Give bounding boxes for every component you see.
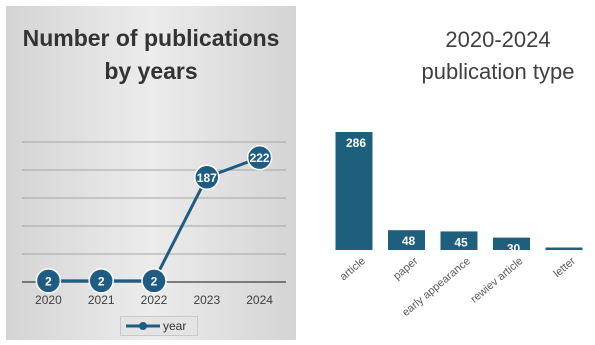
line-chart-x-tick-label: 2023 <box>193 293 220 307</box>
line-chart-point <box>88 268 114 294</box>
bar-chart-data-label: 48 <box>402 234 416 248</box>
line-chart-data-label: 187 <box>197 171 217 185</box>
bar-chart-bar <box>545 247 583 250</box>
line-chart-x-tick-label: 2021 <box>88 293 115 307</box>
bar-chart-data-label: 45 <box>454 235 468 249</box>
bar-chart-data-label: 30 <box>507 242 521 256</box>
line-chart-data-label: 2 <box>45 274 52 288</box>
legend-label: year <box>163 319 187 333</box>
line-chart-x-tick-label: 2020 <box>35 293 62 307</box>
bar-chart-category-label: paper <box>391 255 421 282</box>
bar-chart-category-label: article <box>338 255 368 283</box>
line-chart-data-label: 222 <box>250 151 270 165</box>
line-chart-data-label: 2 <box>98 274 105 288</box>
bar-chart-category-label: letter <box>551 255 578 280</box>
bar-chart-title: 2020-2024 publication type <box>421 27 575 84</box>
bar-chart-data-label: 6 <box>563 252 570 266</box>
line-chart-x-tick-label: 2022 <box>141 293 168 307</box>
line-chart-point <box>246 144 273 171</box>
line-chart-title: Number of publications by years <box>22 25 280 84</box>
line-chart-point <box>194 164 220 191</box>
line-chart-point <box>35 268 62 294</box>
bar-chart-bar <box>440 231 478 250</box>
bar-chart-bar <box>335 132 373 250</box>
line-chart-legend: year <box>120 316 198 336</box>
legend-line-icon <box>126 322 160 330</box>
bar-chart-bar <box>493 237 530 250</box>
line-chart-x-tick-label: 2024 <box>246 293 273 307</box>
bar-chart-data-label: 286 <box>346 136 366 150</box>
line-chart-point <box>141 268 167 294</box>
bar-chart-bar <box>388 230 425 250</box>
line-chart-series-line <box>48 156 261 283</box>
line-chart-data-label: 2 <box>151 274 158 288</box>
bar-chart-category-label: rewiev article <box>469 255 526 305</box>
